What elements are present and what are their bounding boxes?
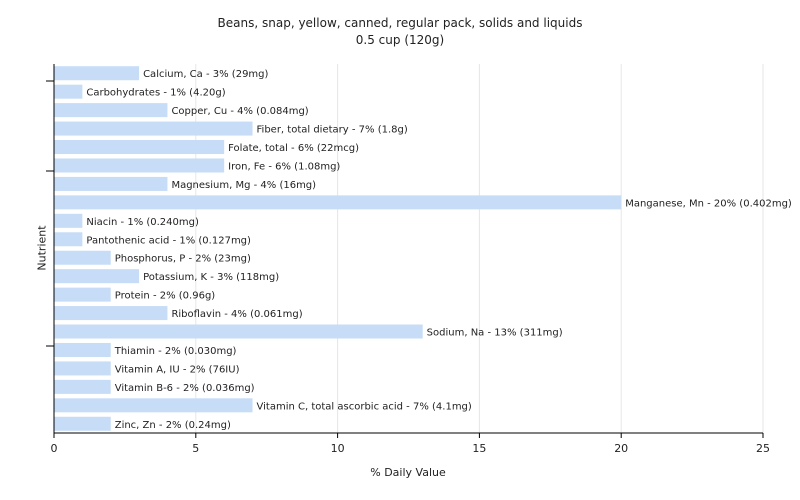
- bar: [54, 140, 225, 155]
- x-tick-label: 10: [331, 442, 345, 455]
- bar: [54, 342, 111, 357]
- data-label: Carbohydrates - 1% (4.20g): [86, 88, 225, 99]
- bar: [54, 361, 111, 376]
- bar: [54, 232, 83, 247]
- data-label: Vitamin A, IU - 2% (76IU): [115, 364, 240, 375]
- bar: [54, 324, 423, 339]
- bar: [54, 379, 111, 394]
- bar: [54, 269, 140, 284]
- chart-subtitle: 0.5 cup (120g): [355, 33, 445, 47]
- bar: [54, 176, 168, 191]
- data-label: Riboflavin - 4% (0.061mg): [171, 309, 302, 320]
- bar: [54, 416, 111, 431]
- data-label: Calcium, Ca - 3% (29mg): [143, 69, 268, 80]
- bar: [54, 287, 111, 302]
- x-tick-label: 25: [756, 442, 770, 455]
- bar: [54, 398, 253, 413]
- data-label: Fiber, total dietary - 7% (1.8g): [257, 125, 408, 136]
- x-axis-label: % Daily Value: [370, 466, 446, 479]
- bar: [54, 213, 83, 228]
- x-tick-label: 5: [192, 442, 199, 455]
- data-label: Thiamin - 2% (0.030mg): [114, 346, 237, 357]
- x-tick-label: 20: [614, 442, 628, 455]
- data-label: Vitamin C, total ascorbic acid - 7% (4.1…: [257, 401, 472, 412]
- x-tick-label: 0: [51, 442, 58, 455]
- bar: [54, 84, 83, 99]
- data-label: Copper, Cu - 4% (0.084mg): [171, 106, 308, 117]
- data-label: Iron, Fe - 6% (1.08mg): [228, 161, 340, 172]
- y-axis-label: Nutrient: [35, 225, 49, 271]
- data-label: Vitamin B-6 - 2% (0.036mg): [115, 383, 255, 394]
- bar: [54, 103, 168, 118]
- bar: [54, 121, 253, 136]
- bar: [54, 195, 622, 210]
- data-label: Pantothenic acid - 1% (0.127mg): [86, 235, 251, 246]
- bar: [54, 158, 225, 173]
- bar: [54, 250, 111, 265]
- chart-title: Beans, snap, yellow, canned, regular pac…: [217, 16, 583, 30]
- data-label: Protein - 2% (0.96g): [115, 291, 216, 302]
- data-label: Zinc, Zn - 2% (0.24mg): [115, 420, 231, 431]
- data-label: Potassium, K - 3% (118mg): [143, 272, 279, 283]
- data-label: Niacin - 1% (0.240mg): [86, 217, 199, 228]
- bar: [54, 66, 140, 81]
- data-label: Manganese, Mn - 20% (0.402mg): [625, 198, 792, 209]
- data-label: Sodium, Na - 13% (311mg): [427, 328, 563, 339]
- data-label: Folate, total - 6% (22mcg): [228, 143, 359, 154]
- data-label: Magnesium, Mg - 4% (16mg): [171, 180, 316, 191]
- data-label: Phosphorus, P - 2% (23mg): [115, 254, 251, 265]
- x-tick-label: 15: [472, 442, 486, 455]
- bar: [54, 306, 168, 321]
